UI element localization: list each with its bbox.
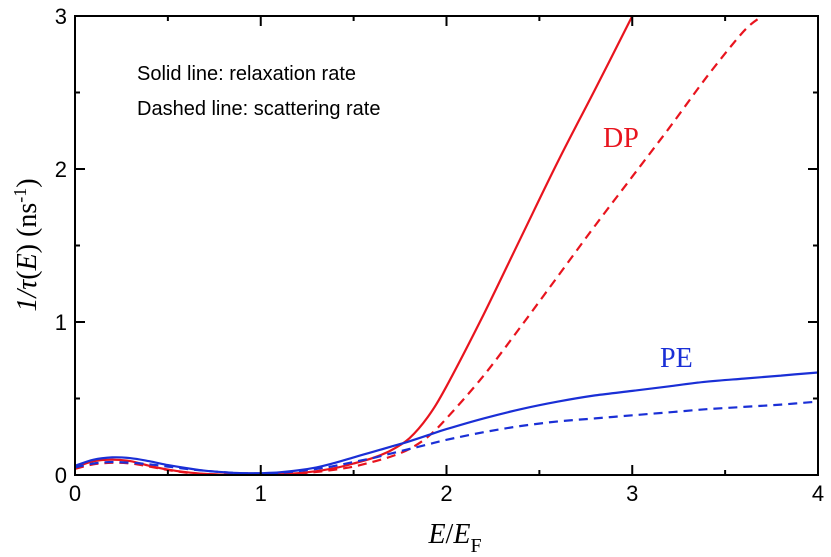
y-tick-label: 2 [55, 157, 67, 182]
x-tick-label: 4 [812, 481, 824, 506]
annotation-solid-line: Solid line: relaxation rate [137, 63, 356, 85]
ticks-layer: 0 1 2 3 4 0 1 2 3 [55, 4, 824, 506]
series-label-pe: PE [660, 343, 693, 374]
y-tick-label: 1 [55, 310, 67, 335]
annotation-dashed-line: Dashed line: scattering rate [137, 98, 380, 120]
series-layer [75, 16, 818, 475]
series-line-pe-scattering [75, 400, 818, 475]
y-tick-label: 0 [55, 463, 67, 488]
x-tick-label: 3 [626, 481, 638, 506]
x-tick-label: 2 [440, 481, 452, 506]
x-tick-label: 1 [255, 481, 267, 506]
series-line-dp-scattering [75, 16, 764, 475]
x-tick-label: 0 [69, 481, 81, 506]
x-axis-title: E/EF [427, 519, 481, 557]
series-label-dp: DP [603, 123, 639, 154]
series-line-pe-relaxation [75, 371, 818, 475]
y-axis-title: 1/τ(E) (ns-1) [10, 178, 43, 311]
y-tick-label: 3 [55, 4, 67, 29]
